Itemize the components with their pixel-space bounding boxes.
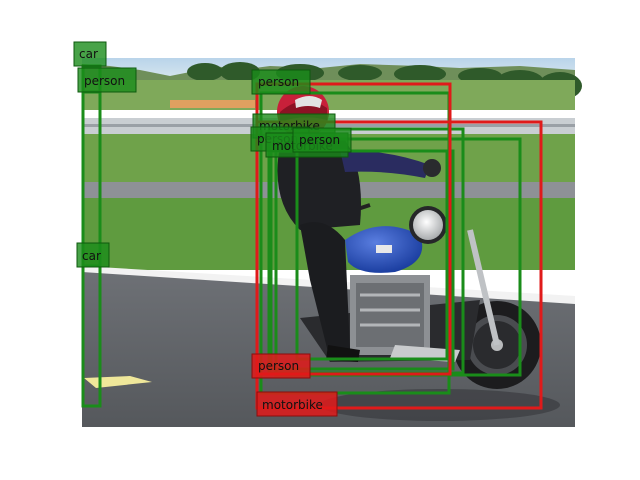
label-gt-car-1: car xyxy=(73,41,107,67)
orange-marquee xyxy=(170,100,255,108)
motorbike xyxy=(300,191,541,389)
label-gt-person-4: person xyxy=(292,127,352,153)
rider-leg xyxy=(300,222,350,360)
label-gt-person-2-text: person xyxy=(258,75,299,89)
label-gt-person-4-text: person xyxy=(299,133,340,147)
label-gt-person-2: person xyxy=(251,69,311,95)
label-gt-person-1: person xyxy=(77,67,137,93)
bike-shadow xyxy=(320,389,560,421)
annotation-labels: car person car person motorbike person m… xyxy=(73,41,352,417)
label-pred-motorbike-1-text: motorbike xyxy=(262,398,323,412)
box-gt-person-4 xyxy=(295,149,449,361)
rider-arm xyxy=(340,150,430,178)
label-gt-person-1-text: person xyxy=(84,74,125,88)
label-gt-car-2-text: car xyxy=(82,249,101,263)
label-pred-motorbike-1: motorbike xyxy=(256,391,338,417)
label-gt-car-1-text: car xyxy=(79,47,98,61)
label-pred-person-1-text: person xyxy=(258,359,299,373)
box-pred-motorbike-1 xyxy=(255,120,543,410)
label-gt-car-2: car xyxy=(76,242,110,268)
label-pred-person-1: person xyxy=(251,353,311,379)
